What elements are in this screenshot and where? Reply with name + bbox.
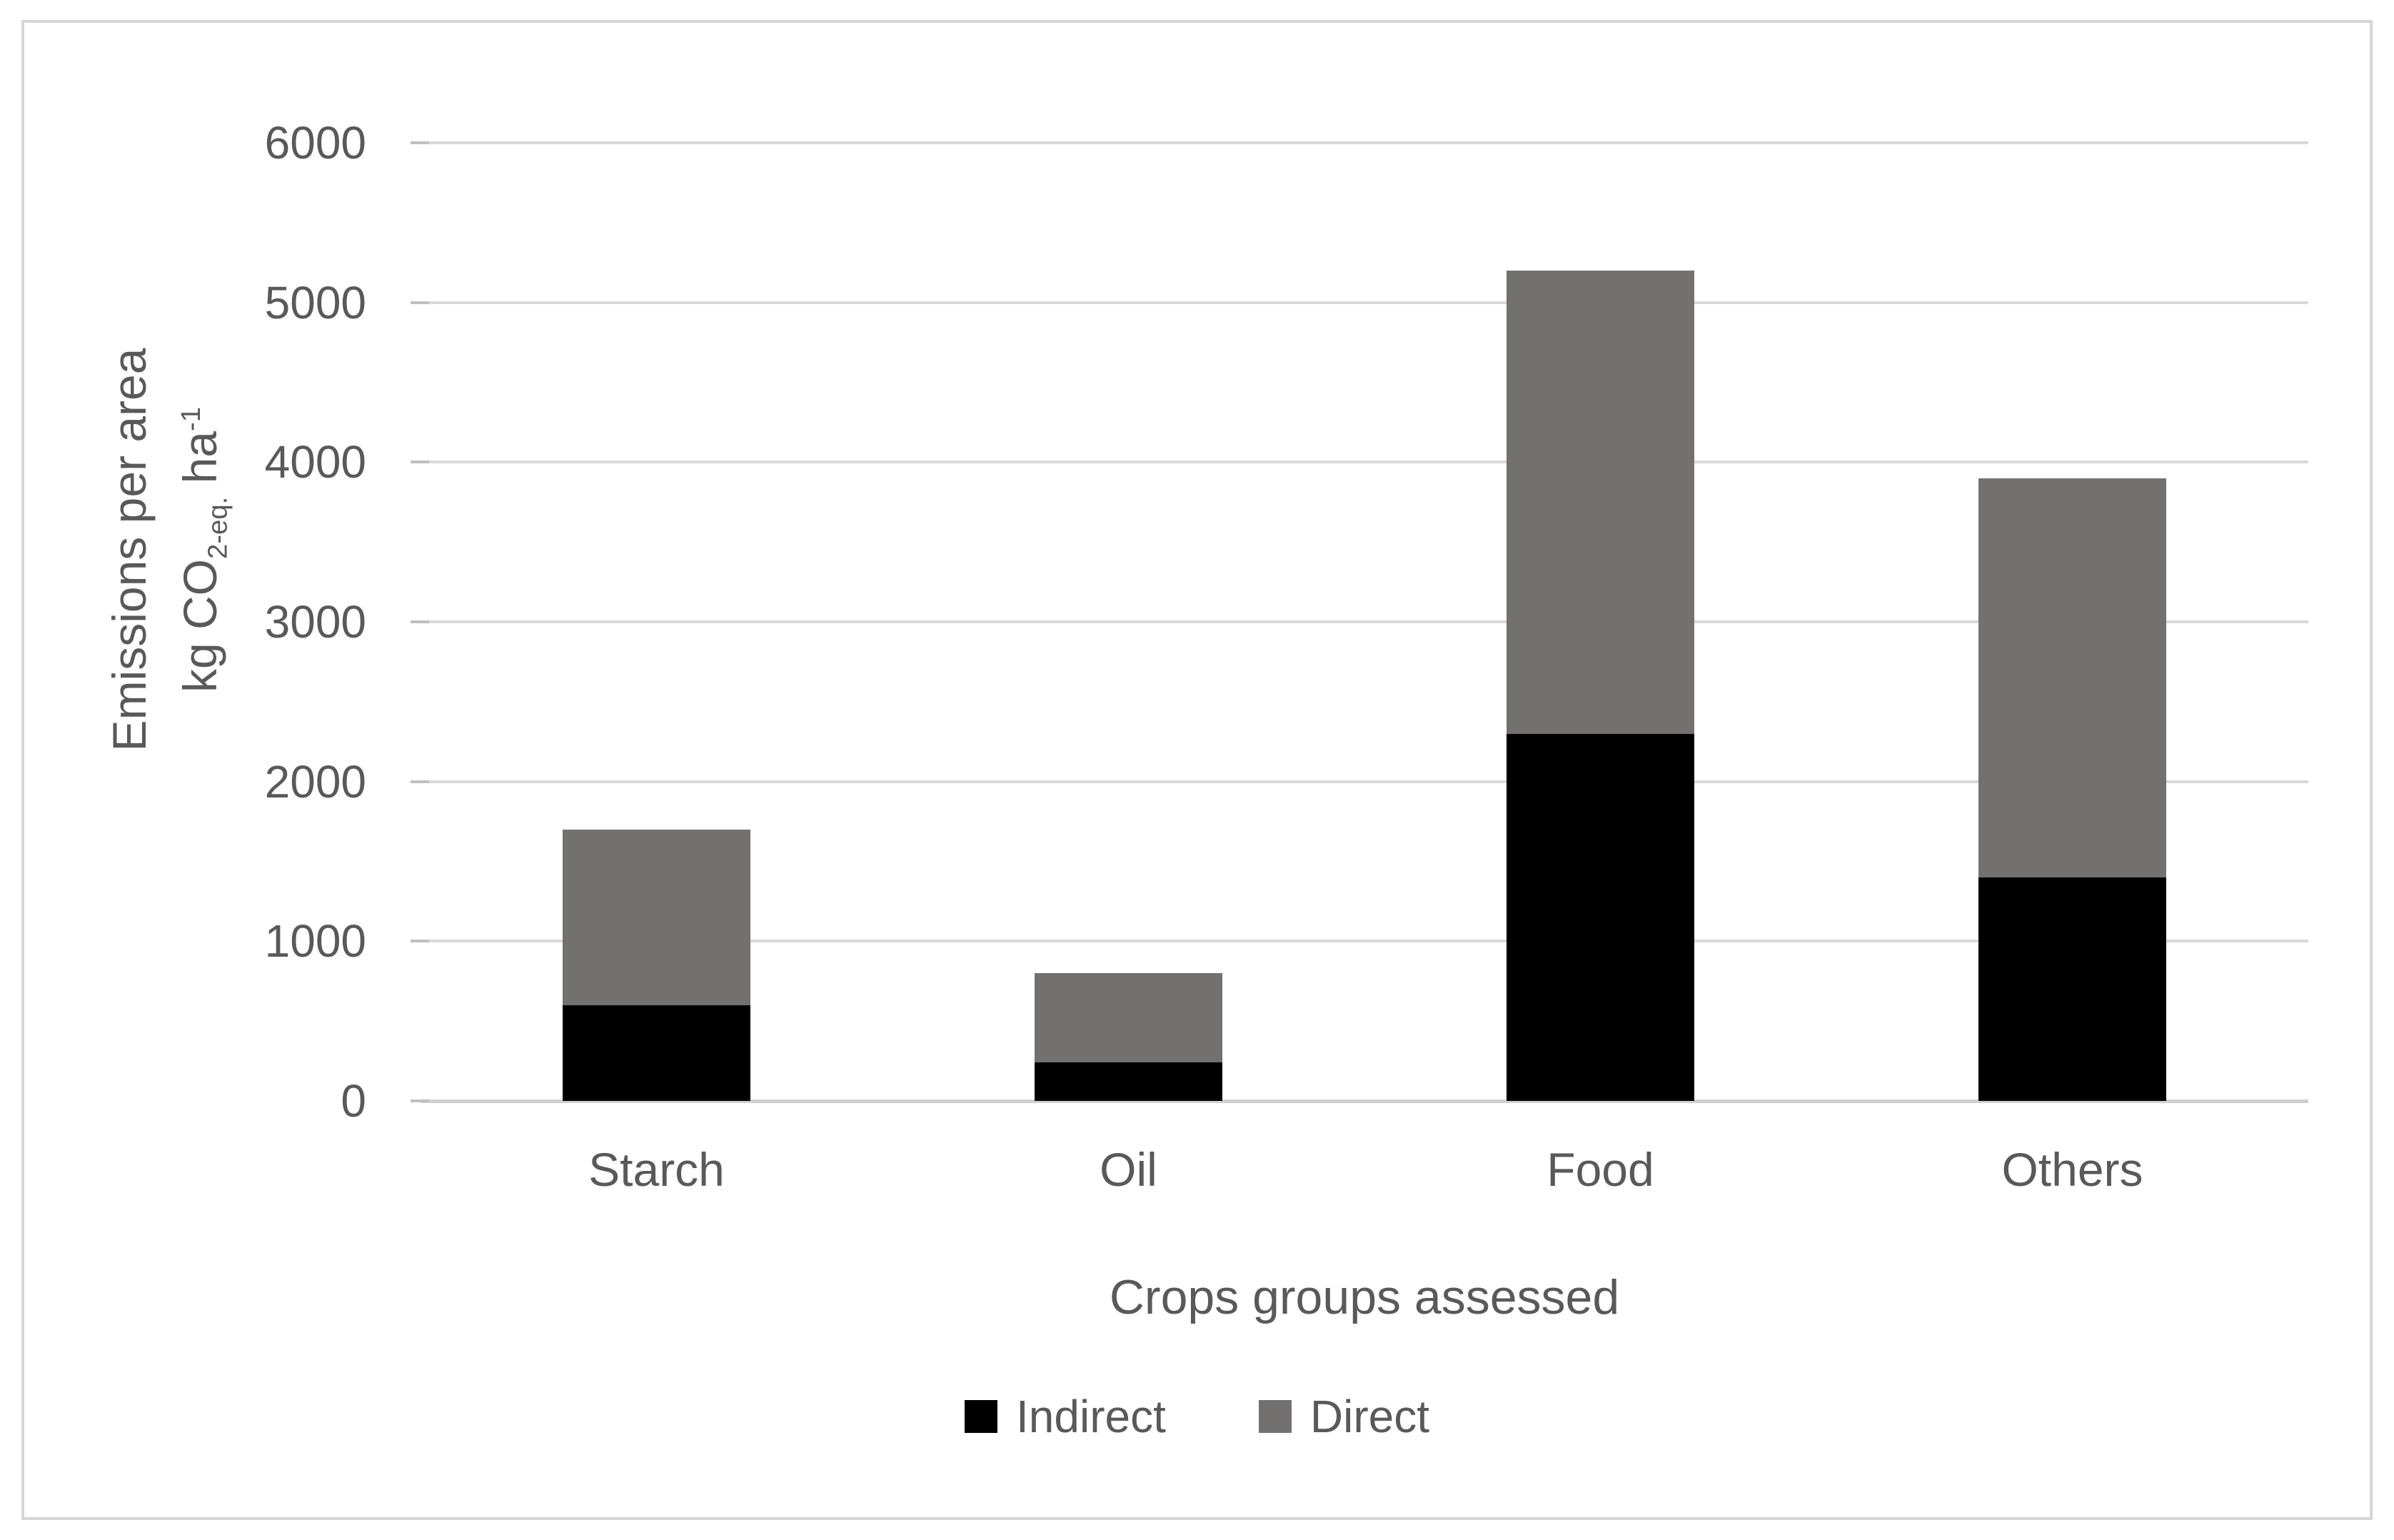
gridline-3000 xyxy=(421,620,2308,623)
gridline-6000 xyxy=(421,141,2308,144)
y-tick-label-6000: 6000 xyxy=(264,117,366,168)
bar-food-direct xyxy=(1507,270,1694,734)
legend: Indirect Direct xyxy=(0,1394,2394,1439)
y-axis-title-text: Emissions per area kg CO2-eq. ha-1 xyxy=(94,348,238,752)
y-tick-label-5000: 5000 xyxy=(264,276,366,328)
legend-item-indirect: Indirect xyxy=(965,1394,1166,1439)
bar-starch-indirect xyxy=(563,1005,750,1101)
y-axis-tick-4000 xyxy=(411,461,429,464)
x-category-label-starch: Starch xyxy=(588,1143,725,1196)
x-category-label-oil: Oil xyxy=(1100,1143,1157,1196)
y-axis-tick-3000 xyxy=(411,620,429,623)
legend-swatch-indirect xyxy=(965,1400,997,1433)
x-category-label-food: Food xyxy=(1546,1143,1654,1196)
chart-frame-border xyxy=(21,20,2373,1520)
bar-starch-direct xyxy=(563,829,750,1005)
legend-label-direct: Direct xyxy=(1309,1391,1429,1442)
legend-label-indirect: Indirect xyxy=(1016,1391,1166,1442)
gridline-5000 xyxy=(421,301,2308,304)
y-axis-title-line2: kg CO2-eq. ha-1 xyxy=(165,348,238,752)
gridline-1000 xyxy=(421,940,2308,943)
x-axis-title: Crops groups assessed xyxy=(1109,1270,1620,1324)
bar-others-indirect xyxy=(1978,877,2166,1101)
y-axis-unit-superscript: -1 xyxy=(176,406,207,432)
x-axis-line xyxy=(421,1099,2308,1103)
y-tick-label-0: 0 xyxy=(341,1075,366,1127)
y-axis-tick-0 xyxy=(411,1099,429,1102)
y-tick-label-2000: 2000 xyxy=(264,755,366,807)
legend-swatch-direct xyxy=(1258,1400,1292,1433)
y-tick-label-4000: 4000 xyxy=(264,436,366,488)
y-axis-unit-subscript: 2-eq. xyxy=(202,496,233,559)
gridline-2000 xyxy=(421,780,2308,783)
y-axis-tick-1000 xyxy=(411,940,429,943)
y-axis-title-line1: Emissions per area xyxy=(103,348,156,752)
y-axis-tick-2000 xyxy=(411,780,429,783)
y-axis-tick-6000 xyxy=(411,141,429,144)
bar-others-direct xyxy=(1978,478,2166,877)
y-tick-label-1000: 1000 xyxy=(264,915,366,967)
legend-item-direct: Direct xyxy=(1258,1391,1429,1442)
y-tick-label-3000: 3000 xyxy=(264,596,366,648)
bar-oil-direct xyxy=(1035,973,1222,1063)
bar-oil-indirect xyxy=(1035,1062,1222,1101)
y-axis-tick-5000 xyxy=(411,301,429,304)
bar-food-indirect xyxy=(1507,733,1694,1101)
x-category-label-others: Others xyxy=(2001,1143,2143,1196)
gridline-4000 xyxy=(421,461,2308,464)
